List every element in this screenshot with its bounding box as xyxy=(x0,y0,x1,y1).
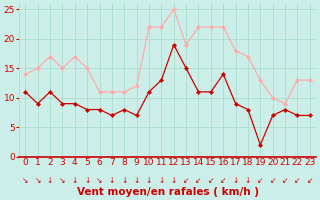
Text: ↙: ↙ xyxy=(183,176,189,185)
Text: ↘: ↘ xyxy=(22,176,28,185)
Text: ↘: ↘ xyxy=(35,176,41,185)
Text: ↓: ↓ xyxy=(146,176,152,185)
Text: ↓: ↓ xyxy=(121,176,127,185)
Text: ↓: ↓ xyxy=(171,176,177,185)
Text: ↓: ↓ xyxy=(47,176,53,185)
Text: ↘: ↘ xyxy=(96,176,103,185)
Text: ↘: ↘ xyxy=(59,176,66,185)
Text: ↙: ↙ xyxy=(257,176,264,185)
Text: ↙: ↙ xyxy=(294,176,301,185)
Text: ↓: ↓ xyxy=(72,176,78,185)
Text: ↓: ↓ xyxy=(133,176,140,185)
Text: ↙: ↙ xyxy=(195,176,202,185)
Text: ↓: ↓ xyxy=(84,176,90,185)
Text: ↙: ↙ xyxy=(282,176,288,185)
Text: ↙: ↙ xyxy=(307,176,313,185)
Text: ↓: ↓ xyxy=(245,176,251,185)
Text: ↙: ↙ xyxy=(269,176,276,185)
Text: ↙: ↙ xyxy=(208,176,214,185)
Text: ↓: ↓ xyxy=(232,176,239,185)
Text: ↓: ↓ xyxy=(109,176,115,185)
X-axis label: Vent moyen/en rafales ( km/h ): Vent moyen/en rafales ( km/h ) xyxy=(76,187,259,197)
Text: ↓: ↓ xyxy=(158,176,164,185)
Text: ↙: ↙ xyxy=(220,176,227,185)
